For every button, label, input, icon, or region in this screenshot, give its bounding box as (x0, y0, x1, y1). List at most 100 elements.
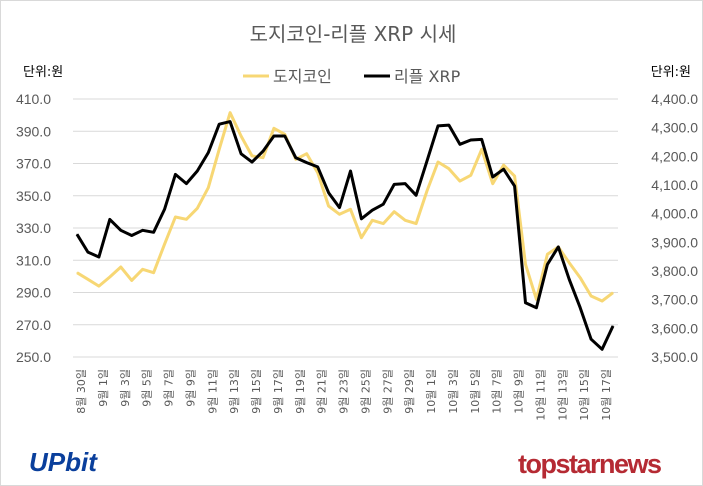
right-y-tick-label: 3,800.0 (651, 263, 698, 279)
data-point (546, 263, 548, 265)
data-point (524, 302, 526, 304)
data-point (120, 229, 122, 231)
data-point (196, 170, 198, 172)
right-y-axis: 3,500.0 3,600.0 3,700.0 3,800.0 3,900.0 4,000… (651, 91, 698, 365)
left-y-axis: 250.0 270.0 290.0 310.0 330.0 350.0 370.0 390.0… (16, 91, 51, 365)
left-y-tick-label: 310.0 (16, 252, 51, 268)
left-y-tick-label: 250.0 (16, 349, 51, 365)
x-tick-label: 9월 19일 (293, 369, 307, 414)
x-tick-label: 10월 11일 (533, 369, 547, 421)
data-point (535, 307, 537, 309)
doge-points (76, 112, 614, 302)
chart-title: 도지코인-리플 XRP 시세 (250, 22, 457, 46)
x-tick-label: 9월 5일 (140, 369, 154, 407)
left-y-tick-label: 270.0 (16, 317, 51, 333)
data-point (601, 348, 603, 350)
x-tick-label: 9월 7일 (162, 369, 176, 407)
data-point (306, 153, 308, 155)
left-y-tick-label: 330.0 (16, 220, 51, 236)
data-point (470, 174, 472, 176)
upbit-logo: UPbit (29, 447, 98, 477)
data-point (339, 213, 341, 215)
data-point (415, 194, 417, 196)
left-y-tick-label: 410.0 (16, 91, 51, 107)
data-point (503, 168, 505, 170)
data-point (568, 278, 570, 280)
data-point (349, 208, 351, 210)
data-point (196, 207, 198, 209)
data-point (535, 298, 537, 300)
right-y-tick-label: 4,300.0 (651, 120, 698, 136)
data-point (273, 135, 275, 137)
x-tick-label: 9월 1일 (96, 369, 110, 407)
data-point (612, 292, 614, 294)
data-point (153, 231, 155, 233)
data-point (218, 123, 220, 125)
data-point (590, 295, 592, 297)
data-point (174, 173, 176, 175)
data-point (612, 325, 614, 327)
data-point (393, 211, 395, 213)
left-y-tick-label: 350.0 (16, 188, 51, 204)
data-point (601, 300, 603, 302)
data-point (339, 207, 341, 209)
right-y-tick-label: 4,000.0 (651, 206, 698, 222)
data-point (240, 135, 242, 137)
data-point (87, 278, 89, 280)
data-point (76, 272, 78, 274)
data-point (371, 219, 373, 221)
data-point (557, 246, 559, 248)
x-tick-label: 10월 9일 (512, 369, 526, 414)
x-tick-label: 10월 15일 (577, 369, 591, 421)
data-point (142, 268, 144, 270)
data-point (185, 183, 187, 185)
x-tick-label: 9월 13일 (227, 369, 241, 414)
data-point (393, 183, 395, 185)
x-tick-label: 9월 29일 (402, 369, 416, 414)
data-point (174, 216, 176, 218)
data-point (262, 150, 264, 152)
data-point (568, 262, 570, 264)
data-point (251, 161, 253, 163)
data-point (328, 205, 330, 207)
data-point (579, 307, 581, 309)
data-point (98, 285, 100, 287)
data-point (240, 153, 242, 155)
data-point (437, 161, 439, 163)
x-tick-label: 10월 5일 (468, 369, 482, 414)
data-point (371, 209, 373, 211)
gridlines (73, 98, 618, 358)
data-point (470, 139, 472, 141)
data-point (273, 127, 275, 129)
x-tick-label: 9월 15일 (249, 369, 263, 414)
data-point (164, 243, 166, 245)
xrp-points (76, 121, 614, 350)
data-point (185, 218, 187, 220)
data-point (262, 157, 264, 159)
right-y-tick-label: 4,100.0 (651, 177, 698, 193)
data-point (131, 279, 133, 281)
data-point (317, 166, 319, 168)
topstarnews-logo: topstarnews (518, 449, 661, 479)
data-point (98, 256, 100, 258)
left-y-tick-label: 370.0 (16, 156, 51, 172)
x-tick-label: 10월 13일 (555, 369, 569, 421)
data-point (481, 138, 483, 140)
data-point (109, 218, 111, 220)
data-point (120, 266, 122, 268)
data-point (218, 148, 220, 150)
x-tick-label: 10월 7일 (490, 369, 504, 414)
right-y-tick-label: 3,600.0 (651, 320, 698, 336)
legend-label-doge: 도지코인 (273, 67, 332, 86)
x-tick-label: 9월 17일 (271, 369, 285, 414)
x-tick-label: 9월 9일 (183, 369, 197, 407)
right-y-tick-label: 3,700.0 (651, 292, 698, 308)
data-point (546, 253, 548, 255)
data-point (306, 162, 308, 164)
doge-line (76, 111, 614, 303)
data-point (404, 219, 406, 221)
data-point (590, 338, 592, 340)
data-point (382, 223, 384, 225)
